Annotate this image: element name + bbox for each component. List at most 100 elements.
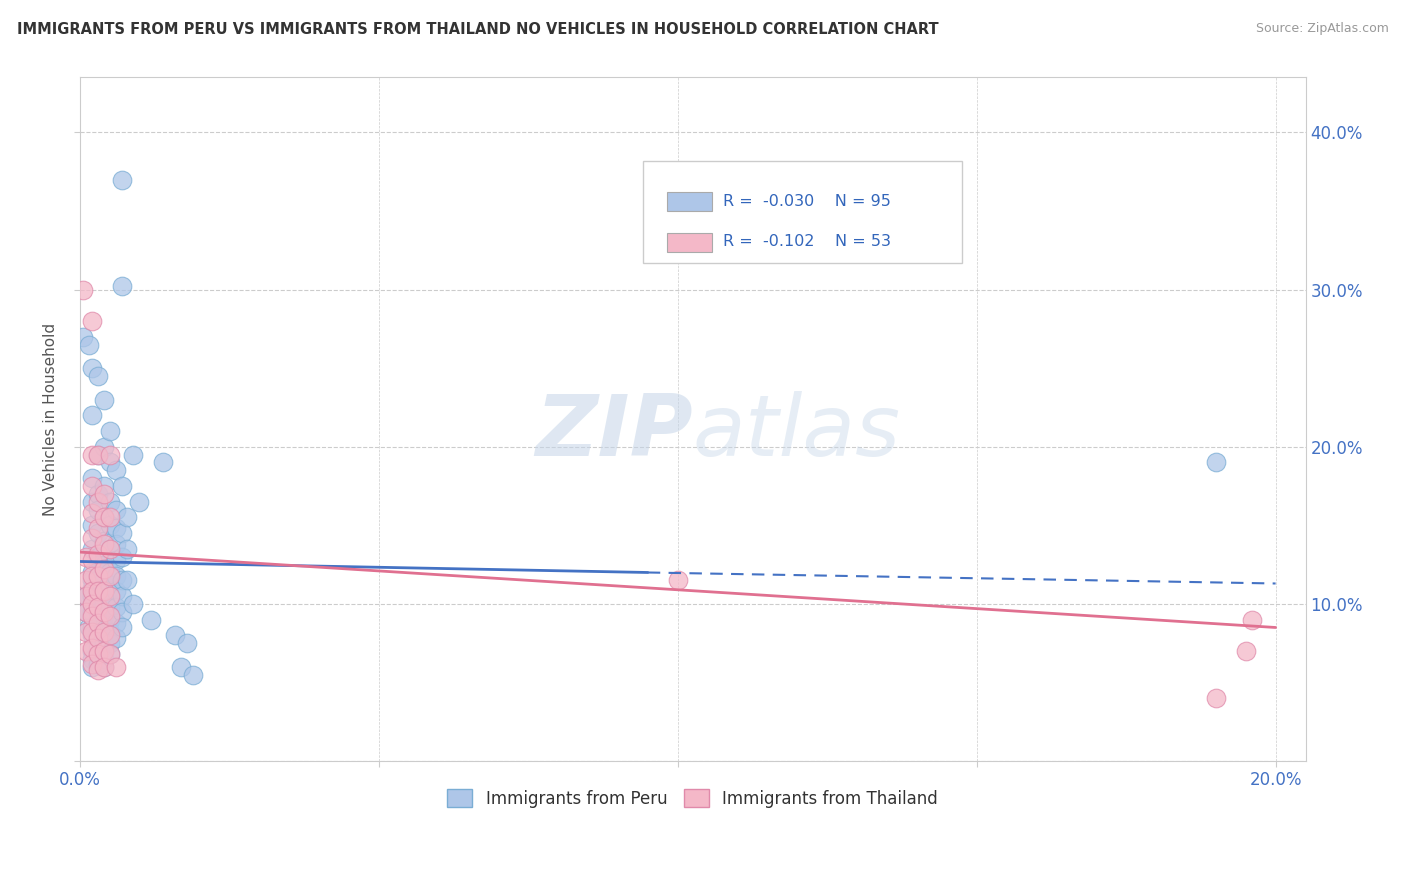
Point — [80, 652, 103, 666]
Point — [98, 541, 121, 556]
Point — [104, 660, 127, 674]
Point — [1205, 691, 1227, 706]
Point — [98, 455, 121, 469]
Point — [93, 597, 115, 611]
Point — [110, 549, 132, 564]
Point — [98, 613, 121, 627]
Point — [86, 632, 108, 646]
Point — [80, 518, 103, 533]
Point — [170, 660, 193, 674]
Point — [98, 448, 121, 462]
Text: R =  -0.030    N = 95: R = -0.030 N = 95 — [723, 194, 891, 209]
Point — [75, 625, 97, 640]
Point — [93, 652, 115, 666]
Point — [80, 628, 103, 642]
Text: R =  -0.102    N = 53: R = -0.102 N = 53 — [723, 235, 891, 250]
Point — [93, 620, 115, 634]
Point — [80, 314, 103, 328]
Point — [86, 605, 108, 619]
Point — [80, 589, 103, 603]
Point — [104, 502, 127, 516]
Point — [122, 597, 145, 611]
Point — [80, 609, 103, 624]
Point — [104, 537, 127, 551]
Text: IMMIGRANTS FROM PERU VS IMMIGRANTS FROM THAILAND NO VEHICLES IN HOUSEHOLD CORREL: IMMIGRANTS FROM PERU VS IMMIGRANTS FROM … — [17, 22, 938, 37]
Point — [117, 510, 139, 524]
Point — [152, 455, 174, 469]
Point — [104, 632, 127, 646]
Point — [86, 547, 108, 561]
Point — [75, 605, 97, 619]
Point — [1205, 455, 1227, 469]
Point — [80, 479, 103, 493]
Point — [80, 448, 103, 462]
Point — [86, 574, 108, 588]
Point — [80, 506, 103, 520]
Point — [110, 620, 132, 634]
Point — [80, 605, 103, 619]
Point — [141, 613, 163, 627]
Point — [77, 337, 100, 351]
Point — [93, 660, 115, 674]
Point — [86, 663, 108, 677]
Point — [93, 479, 115, 493]
Point — [86, 600, 108, 615]
Point — [104, 521, 127, 535]
Point — [110, 589, 132, 603]
Point — [98, 578, 121, 592]
Point — [93, 605, 115, 619]
Point — [86, 526, 108, 541]
Point — [86, 657, 108, 671]
Point — [80, 566, 103, 580]
Point — [86, 647, 108, 661]
Point — [117, 541, 139, 556]
Point — [104, 553, 127, 567]
Point — [1234, 644, 1257, 658]
Point — [98, 589, 121, 603]
Point — [93, 487, 115, 501]
Point — [104, 568, 127, 582]
Point — [93, 537, 115, 551]
Point — [75, 574, 97, 588]
Point — [181, 667, 204, 681]
Text: atlas: atlas — [693, 392, 901, 475]
Point — [104, 584, 127, 599]
Point — [98, 568, 121, 582]
Point — [666, 574, 689, 588]
Point — [80, 471, 103, 485]
Point — [80, 574, 103, 588]
Point — [80, 597, 103, 611]
Point — [93, 558, 115, 572]
Point — [98, 589, 121, 603]
Point — [86, 549, 108, 564]
Point — [80, 581, 103, 595]
Point — [80, 531, 103, 545]
Point — [98, 647, 121, 661]
Point — [104, 615, 127, 630]
Point — [86, 495, 108, 509]
Point — [93, 584, 115, 599]
Point — [122, 448, 145, 462]
Point — [93, 644, 115, 658]
Point — [86, 625, 108, 640]
Point — [80, 541, 103, 556]
Point — [93, 625, 115, 640]
Point — [80, 553, 103, 567]
Point — [77, 620, 100, 634]
Point — [98, 495, 121, 509]
Point — [98, 518, 121, 533]
Point — [72, 283, 94, 297]
Point — [86, 558, 108, 572]
Point — [80, 657, 103, 671]
Point — [86, 647, 108, 661]
Point — [98, 541, 121, 556]
Point — [165, 628, 187, 642]
Point — [80, 495, 103, 509]
Point — [75, 549, 97, 564]
Point — [98, 636, 121, 650]
Point — [93, 510, 115, 524]
Point — [104, 600, 127, 615]
Point — [93, 574, 115, 588]
Point — [80, 625, 103, 640]
Point — [86, 448, 108, 462]
